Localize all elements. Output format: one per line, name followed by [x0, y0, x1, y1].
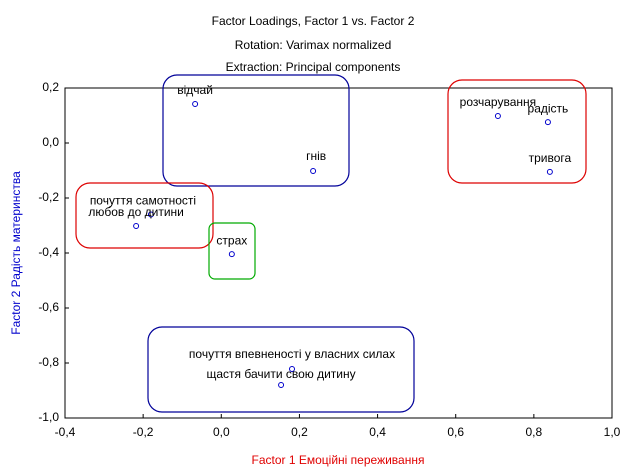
- group-box: [208, 222, 256, 280]
- chart-subtitle: Extraction: Principal components: [226, 60, 401, 74]
- point-label: гнів: [306, 149, 326, 163]
- chart-title: Factor Loadings, Factor 1 vs. Factor 2: [212, 14, 415, 28]
- point-label: тривога: [529, 151, 572, 165]
- group-box: [147, 326, 415, 413]
- point: [133, 223, 140, 230]
- group-box: [162, 74, 350, 187]
- y-tick-label: 0,2: [42, 80, 59, 94]
- point-label: розчарування: [460, 95, 536, 109]
- x-tick-label: 0,8: [526, 425, 543, 439]
- point: [147, 211, 154, 218]
- point-label: любов до дитини: [88, 205, 184, 219]
- y-tick-label: -0,8: [38, 355, 59, 369]
- point-label: страх: [216, 233, 247, 247]
- point: [310, 168, 317, 175]
- point: [192, 100, 199, 107]
- y-tick-label: -0,2: [38, 190, 59, 204]
- point: [228, 251, 235, 258]
- y-tick-label: 0,0: [42, 135, 59, 149]
- x-tick-label: 1,0: [604, 425, 621, 439]
- y-tick-label: -0,4: [38, 245, 59, 259]
- point-label: відчай: [177, 83, 213, 97]
- group-box: [75, 182, 214, 249]
- x-tick-label: -0,2: [133, 425, 154, 439]
- point: [494, 113, 501, 120]
- chart-subtitle: Rotation: Varimax normalized: [235, 38, 392, 52]
- point: [278, 382, 285, 388]
- y-tick-label: -0,6: [38, 300, 59, 314]
- x-tick-label: -0,4: [55, 425, 76, 439]
- point: [544, 119, 551, 126]
- point-label: почуття самотності: [90, 194, 196, 208]
- x-tick-label: 0,0: [213, 425, 230, 439]
- point-label: почуття впевненості у власних силах: [189, 347, 395, 361]
- group-box: [447, 79, 587, 184]
- point-label: радість: [528, 101, 569, 115]
- x-tick-label: 0,6: [447, 425, 464, 439]
- x-axis-label: Factor 1 Емоційні переживання: [252, 453, 425, 467]
- x-tick-label: 0,4: [369, 425, 386, 439]
- y-axis-label: Factor 2 Радість материнства: [9, 171, 23, 335]
- point-label: щастя бачити свою дитину: [206, 367, 355, 381]
- point: [546, 168, 553, 175]
- point: [289, 366, 296, 373]
- y-tick-label: -1,0: [38, 410, 59, 424]
- x-tick-label: 0,2: [291, 425, 308, 439]
